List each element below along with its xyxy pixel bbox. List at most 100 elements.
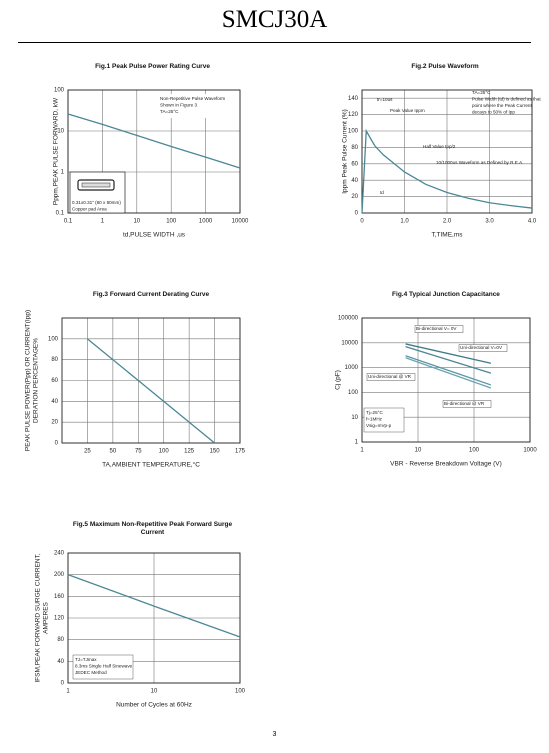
x-tick-label: 10	[415, 448, 422, 454]
y-tick-label: 1	[61, 170, 65, 176]
annotation: point where the Peak Current	[472, 103, 532, 108]
chart-title: Fig.1 Peak Pulse Power Rating Curve	[95, 63, 210, 70]
plot-frame	[67, 552, 241, 684]
header-rule	[18, 42, 531, 43]
annotation: f=1MHz	[366, 417, 383, 422]
data-line	[87, 338, 215, 444]
plot-frame	[361, 89, 533, 214]
x-tick-label: 1	[101, 219, 105, 225]
annotation: TJ=TJmax	[75, 657, 97, 662]
x-tick-label: 1	[66, 689, 70, 695]
annotation-box	[363, 407, 405, 433]
plot-frame	[361, 317, 531, 443]
data-line	[67, 113, 241, 169]
y-axis-label: AMPERES	[43, 601, 50, 633]
y-tick-label: 1	[355, 440, 359, 446]
series-label-box	[442, 400, 492, 408]
y-tick-label: 200	[54, 572, 65, 578]
chart-title: Fig.3 Forward Current Derating Curve	[92, 291, 210, 298]
x-tick-label: 150	[210, 449, 221, 455]
y-tick-label: 0	[61, 681, 65, 687]
annotation: Peak Value Ippm	[390, 108, 425, 113]
x-tick-label: 10	[133, 219, 140, 225]
data-line	[405, 357, 492, 389]
series-label-box	[366, 373, 416, 381]
y-axis-label: DERATION PERCENTAGE%	[33, 338, 40, 423]
x-tick-label: 0.1	[64, 219, 73, 225]
y-tick-label: 1000	[345, 365, 359, 371]
data-line	[405, 346, 492, 374]
x-tick-label: 1	[360, 448, 364, 454]
y-tick-label: 80	[351, 145, 358, 151]
plot-frame	[61, 317, 241, 444]
annotation: Vsig=mVp-p	[366, 423, 392, 428]
y-tick-label: 140	[348, 96, 359, 102]
annotation: Tj=25°C	[366, 410, 383, 415]
x-tick-label: 0	[360, 219, 364, 225]
annotation: Copper pad Area	[72, 207, 107, 212]
y-tick-label: 160	[54, 594, 65, 600]
annotation: JEDEC Method	[75, 670, 107, 675]
x-tick-label: 25	[84, 449, 91, 455]
pad-icon-inner	[81, 182, 111, 188]
y-axis-label: Ippm Peak Pulse Current (%)	[342, 109, 349, 194]
x-tick-label: 75	[135, 449, 142, 455]
series-label: Uni-directional V=0V	[460, 345, 503, 350]
y-tick-label: 100	[348, 129, 359, 135]
plot-frame	[67, 89, 241, 214]
y-tick-label: 100	[348, 390, 359, 396]
y-tick-label: 80	[51, 357, 58, 363]
x-tick-label: 4.0	[528, 219, 537, 225]
x-tick-label: 175	[235, 449, 246, 455]
data-line	[405, 355, 492, 386]
x-tick-label: 2.0	[443, 219, 452, 225]
annotation: Shown in Figure 3	[160, 103, 197, 108]
series-label-box	[458, 344, 508, 352]
chart-title: Fig.4 Typical Junction Capacitance	[392, 291, 500, 298]
y-tick-label: 80	[57, 637, 64, 643]
y-tick-label: 240	[54, 551, 65, 557]
y-tick-label: 10000	[341, 340, 358, 346]
series-label: Bi-directional @ VR	[444, 401, 485, 406]
annotation: 0.31x0.31" (80 x 80mm)	[72, 200, 121, 205]
y-tick-label: 120	[54, 616, 65, 622]
inset-box	[69, 171, 126, 214]
x-tick-label: 1.0	[400, 219, 409, 225]
y-tick-label: 40	[351, 178, 358, 184]
chart-title: Fig.2 Pulse Waveform	[411, 63, 479, 70]
y-tick-label: 100000	[338, 316, 359, 322]
x-tick-label: 125	[184, 449, 195, 455]
annotation-box	[72, 654, 134, 680]
x-tick-label: 10000	[232, 219, 249, 225]
y-tick-label: 20	[51, 420, 58, 426]
y-tick-label: 60	[351, 161, 358, 167]
x-tick-label: 100	[159, 449, 170, 455]
x-tick-label: 1000	[199, 219, 213, 225]
data-line	[67, 574, 241, 638]
y-tick-label: 40	[57, 659, 64, 665]
x-axis-label: VBR - Reverse Breakdown Voltage (V)	[390, 461, 502, 468]
x-tick-label: 100	[235, 689, 246, 695]
x-axis-label: Number of Cycles at 60Hz	[116, 702, 192, 709]
y-tick-label: 0	[55, 441, 59, 447]
data-line	[361, 128, 533, 214]
annotation: Pulse Width (td) is defined as that	[472, 97, 541, 102]
annotation: Non-Repetitive Pulse Waveform	[160, 96, 225, 101]
y-axis-label: Cj (pF)	[335, 370, 342, 390]
y-tick-label: 100	[48, 336, 59, 342]
x-tick-label: 3.0	[485, 219, 494, 225]
x-axis-label: TA,AMBIENT TEMPERATURE,°C	[102, 461, 200, 469]
annotation: td	[380, 190, 384, 195]
x-axis-label: T,TIME,ms	[431, 232, 463, 239]
x-tick-label: 100	[469, 448, 480, 454]
y-tick-label: 10	[351, 415, 358, 421]
x-axis-label: td,PULSE WIDTH ,us	[123, 232, 186, 239]
series-label: Uni-directional @ VR	[368, 374, 412, 379]
page-number: 3	[272, 731, 277, 738]
document-title: SMCJ30A	[221, 6, 328, 33]
y-tick-label: 120	[348, 112, 359, 118]
annotation: 8.3ms Single Half Sinewave	[75, 664, 133, 669]
x-tick-label: 10	[151, 689, 158, 695]
